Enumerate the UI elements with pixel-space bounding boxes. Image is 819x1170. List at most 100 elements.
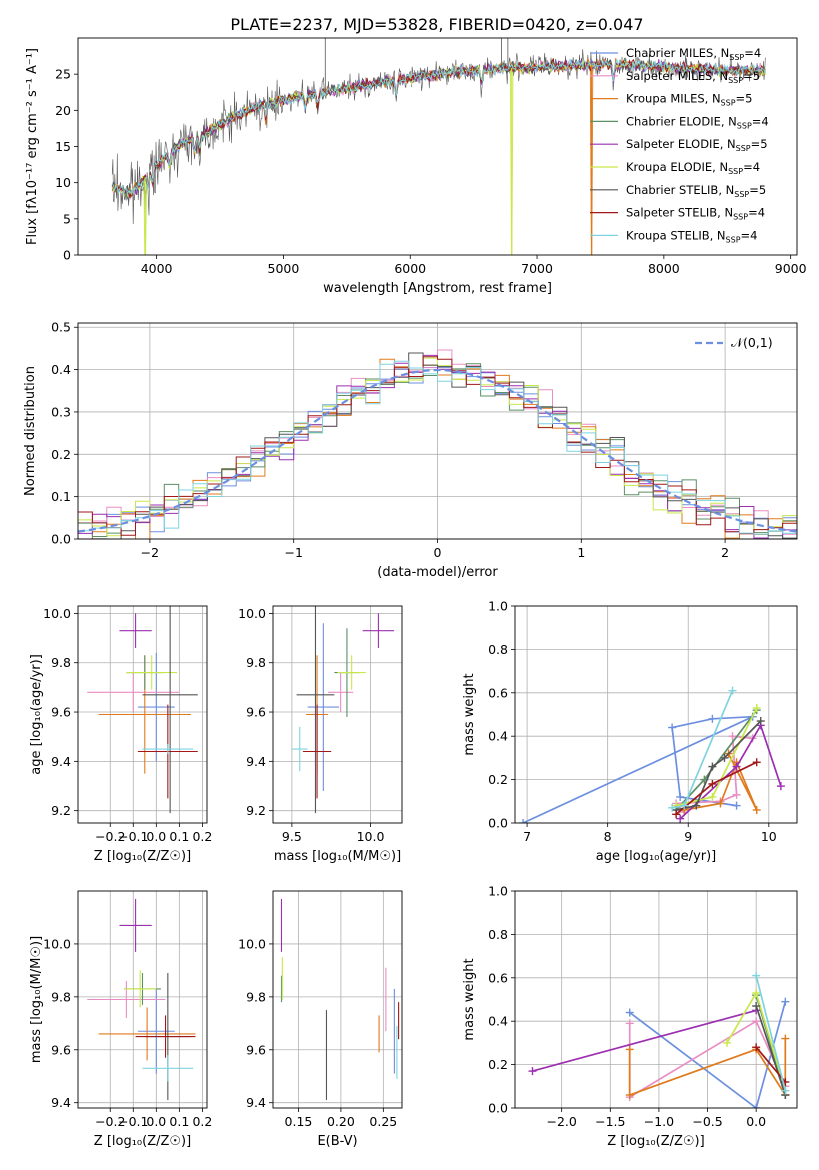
- x-tick-label: −2.0: [546, 1114, 576, 1129]
- plus-marker: [752, 1043, 761, 1052]
- residual-histogram: [78, 357, 797, 537]
- plus-marker: [625, 1045, 634, 1054]
- error-cross: [328, 672, 354, 713]
- legend-entry: Salpeter STELIB, NSSP=4: [626, 206, 765, 222]
- y-tick-label: 0.8: [488, 927, 508, 942]
- axes-frame: [77, 890, 208, 1109]
- axes-frame: [272, 890, 403, 1109]
- plus-marker: [722, 1038, 731, 1047]
- age-vs-metallicity-panel: −0.2−0.10.0 0.1 0.2 9.2 9.4 9.6 9.8 10.0 Z [log₁…: [29, 605, 212, 864]
- plus-marker: [728, 686, 737, 695]
- plus-marker: [776, 782, 785, 791]
- plus-marker: [680, 801, 689, 810]
- error-cross: [135, 1015, 196, 1058]
- x-tick-label: −1: [284, 545, 302, 560]
- x-tick-label: 0.1: [169, 1114, 189, 1129]
- mass-weight-series: [755, 1005, 787, 1096]
- error-cross: [87, 672, 180, 713]
- x-axis-label: wavelength [Angstrom, rest frame]: [323, 281, 552, 296]
- error-cross: [142, 606, 198, 814]
- plus-marker: [708, 792, 717, 801]
- error-cross: [302, 704, 332, 799]
- plot-area: [519, 686, 785, 823]
- y-tick-label: 0.0: [488, 1101, 508, 1116]
- plus-marker: [732, 801, 741, 810]
- plus-marker: [708, 762, 717, 771]
- y-axis-label: mass [log₁₀(M/M☉)]: [29, 936, 44, 1063]
- y-tick-label: 9.6: [51, 1042, 71, 1057]
- y-tick-label: 9.4: [51, 754, 71, 769]
- plot-area: [291, 606, 395, 814]
- plot-area: [111, 38, 766, 255]
- x-tick-label: 7000: [521, 261, 553, 276]
- plus-marker: [781, 1086, 790, 1095]
- plus-marker: [752, 971, 761, 980]
- legend-entry: Kroupa ELODIE, NSSP=4: [626, 160, 760, 176]
- y-tick-label: 0.0: [488, 816, 508, 831]
- x-tick-label: 9000: [775, 261, 807, 276]
- y-axis-label: mass weight: [462, 673, 477, 755]
- y-tick-label: 10.0: [43, 936, 71, 951]
- x-tick-label: 0.2: [192, 829, 212, 844]
- error-cross: [87, 980, 166, 1019]
- y-tick-label: 0.6: [488, 970, 508, 985]
- mass-weight-series: [629, 1001, 787, 1108]
- error-cross: [124, 970, 157, 1008]
- error-cross: [126, 655, 178, 690]
- legend-entry: Chabrier ELODIE, NSSP=4: [626, 114, 769, 130]
- error-cross: [142, 744, 194, 754]
- plus-marker: [732, 762, 741, 771]
- x-tick-label: −2: [141, 545, 159, 560]
- x-tick-label: 10.0: [357, 829, 385, 844]
- y-tick-label: 10.0: [238, 606, 266, 621]
- y-tick-label: 9.6: [246, 1042, 266, 1057]
- y-tick-label: 10: [55, 175, 71, 190]
- axes-frame: [77, 322, 798, 540]
- y-tick-label: 9.8: [246, 989, 266, 1004]
- error-cross: [296, 606, 335, 814]
- axes-frame: [77, 37, 798, 256]
- plus-marker: [668, 803, 677, 812]
- residual-histogram: [78, 360, 797, 535]
- plus-marker: [752, 758, 761, 767]
- plot-area: [87, 898, 196, 1101]
- y-tick-label: 9.2: [246, 803, 266, 818]
- massweight-vs-age-panel: 7 8 9 10 0.0 0.2 0.4 0.6 0.8 1.0 age [log₁₀(age/yr…: [462, 599, 798, 864]
- residual-histogram: [78, 352, 797, 539]
- plus-marker: [528, 1067, 537, 1076]
- massweight-vs-metallicity-panel: −2.0 −1.5 −1.0 −0.5 0.0 0.0 0.2 0.4 0.6 0.8 1.0 Z […: [462, 884, 798, 1149]
- x-tick-label: 8000: [648, 261, 680, 276]
- x-tick-label: 0.2: [192, 1114, 212, 1129]
- x-tick-label: 9: [684, 829, 692, 844]
- plus-marker: [752, 703, 761, 712]
- y-tick-label: 0.2: [51, 447, 71, 462]
- y-axis-label: Normed distribution: [23, 366, 38, 496]
- y-tick-label: 0.5: [51, 320, 71, 335]
- y-tick-label: 0.4: [51, 362, 71, 377]
- plot-area: [528, 971, 790, 1108]
- plus-marker: [676, 814, 685, 823]
- x-axis-label: age [log₁₀(age/yr)]: [596, 849, 717, 864]
- y-axis-label: Flux [fλ10⁻¹⁷ erg cm⁻² s⁻¹ A⁻¹]: [25, 48, 40, 245]
- mass-weight-series: [532, 1009, 757, 1072]
- plus-marker: [519, 819, 528, 823]
- plus-marker: [692, 801, 701, 810]
- error-cross: [142, 1055, 194, 1082]
- x-tick-label: 0.15: [285, 1114, 313, 1129]
- legend-entry: Kroupa STELIB, NSSP=4: [626, 228, 757, 244]
- plot-area: [87, 606, 198, 814]
- error-cross: [119, 898, 152, 952]
- y-tick-label: 9.4: [246, 1095, 266, 1110]
- x-tick-label: 0.0: [746, 1114, 766, 1129]
- x-axis-label: Z [log₁₀(Z/Z☉)]: [94, 1134, 191, 1149]
- model-spectrum-line: [111, 58, 766, 199]
- age-vs-mass-panel: 9.5 10.0 9.2 9.4 9.6 9.8 10.0 mass [log₁₀(M/M☉)…: [238, 605, 403, 864]
- x-tick-label: 2: [721, 545, 729, 560]
- y-tick-label: 0.8: [488, 642, 508, 657]
- legend-entry: 𝒩(0,1): [731, 335, 773, 350]
- plus-marker: [672, 810, 681, 819]
- mass-vs-metallicity-panel: −0.2−0.10.0 0.1 0.2 9.4 9.6 9.8 10.0 Z [log₁₀(Z…: [29, 890, 212, 1149]
- x-axis-label: Z [log₁₀(Z/Z☉)]: [94, 849, 191, 864]
- plus-marker: [781, 1034, 790, 1043]
- plus-marker: [756, 717, 765, 726]
